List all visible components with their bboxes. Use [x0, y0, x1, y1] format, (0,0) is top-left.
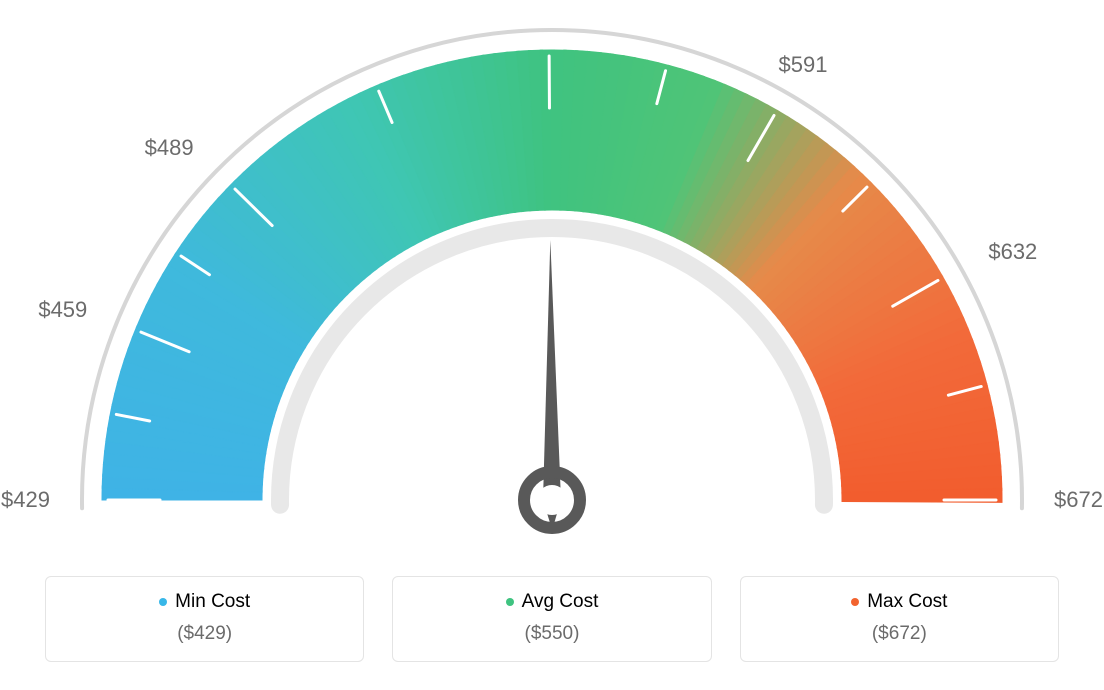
legend-max-title: Max Cost — [851, 591, 947, 613]
legend-avg-title: Avg Cost — [506, 591, 599, 613]
gauge-chart: $429$459$489$550$591$632$672 — [0, 0, 1104, 560]
cost-gauge-widget: $429$459$489$550$591$632$672 Min Cost ($… — [0, 0, 1104, 690]
legend-avg-card: Avg Cost ($550) — [392, 576, 711, 662]
legend-min-title: Min Cost — [159, 591, 250, 613]
gauge-tick-label: $632 — [988, 239, 1037, 265]
gauge-tick-label: $489 — [145, 135, 194, 161]
legend-avg-value: ($550) — [403, 623, 700, 645]
legend-row: Min Cost ($429) Avg Cost ($550) Max Cost… — [45, 576, 1059, 662]
legend-max-label: Max Cost — [867, 591, 947, 613]
gauge-svg — [0, 0, 1104, 560]
legend-min-dot — [159, 598, 167, 606]
gauge-tick-label: $459 — [38, 297, 87, 323]
gauge-tick-label: $672 — [1054, 487, 1103, 513]
legend-min-label: Min Cost — [175, 591, 250, 613]
gauge-tick-label: $429 — [1, 487, 50, 513]
legend-max-value: ($672) — [751, 623, 1048, 645]
legend-avg-dot — [506, 598, 514, 606]
legend-max-dot — [851, 598, 859, 606]
legend-avg-label: Avg Cost — [522, 591, 599, 613]
legend-min-card: Min Cost ($429) — [45, 576, 364, 662]
legend-max-card: Max Cost ($672) — [740, 576, 1059, 662]
gauge-tick-label: $591 — [779, 52, 828, 78]
legend-min-value: ($429) — [56, 623, 353, 645]
